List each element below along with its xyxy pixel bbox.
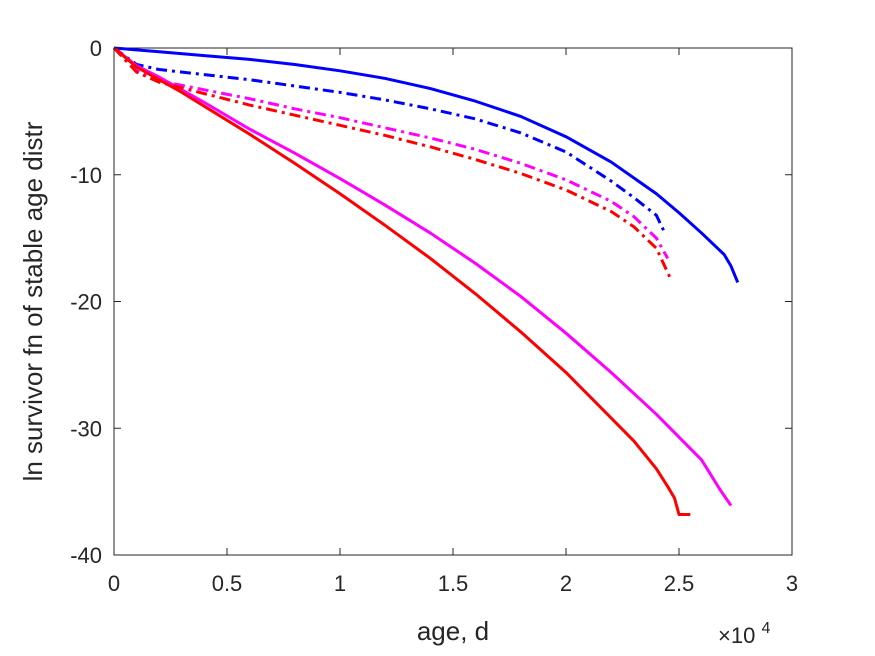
y-tick-label: 0 [90, 36, 102, 61]
x-tick-labels: 0 0.5 1 1.5 2 2.5 3 [108, 571, 798, 596]
y-tick-label: -30 [70, 416, 102, 441]
y-axis-label: ln survivor fn of stable age distr [18, 121, 48, 481]
y-tick-label: -20 [70, 290, 102, 315]
tick-layer [113, 47, 793, 556]
x-tick-label: 1.5 [438, 571, 469, 596]
x-axis-label: age, d [417, 616, 489, 646]
x-tick-label: 2 [560, 571, 572, 596]
series-line-5 [113, 46, 691, 516]
y-tick-label: -10 [70, 163, 102, 188]
series-line-4 [112, 46, 670, 260]
x-exponent-power: 4 [761, 620, 770, 637]
x-tick-label: 1 [334, 571, 346, 596]
plot-area [113, 47, 793, 556]
y-tick-label: -40 [70, 543, 102, 568]
series-line-2 [113, 46, 667, 235]
x-exponent-base: ×10 [718, 623, 755, 648]
y-tick-labels: 0 -10 -20 -30 -40 [70, 36, 102, 568]
x-tick-label: 0.5 [212, 571, 243, 596]
series-layer [112, 46, 740, 516]
series-line-6 [112, 46, 672, 279]
x-tick-label: 3 [786, 571, 798, 596]
x-tick-label: 2.5 [664, 571, 695, 596]
series-line-1 [113, 46, 740, 284]
x-axis-exponent: ×10 4 [718, 620, 770, 648]
x-tick-label: 0 [108, 571, 120, 596]
